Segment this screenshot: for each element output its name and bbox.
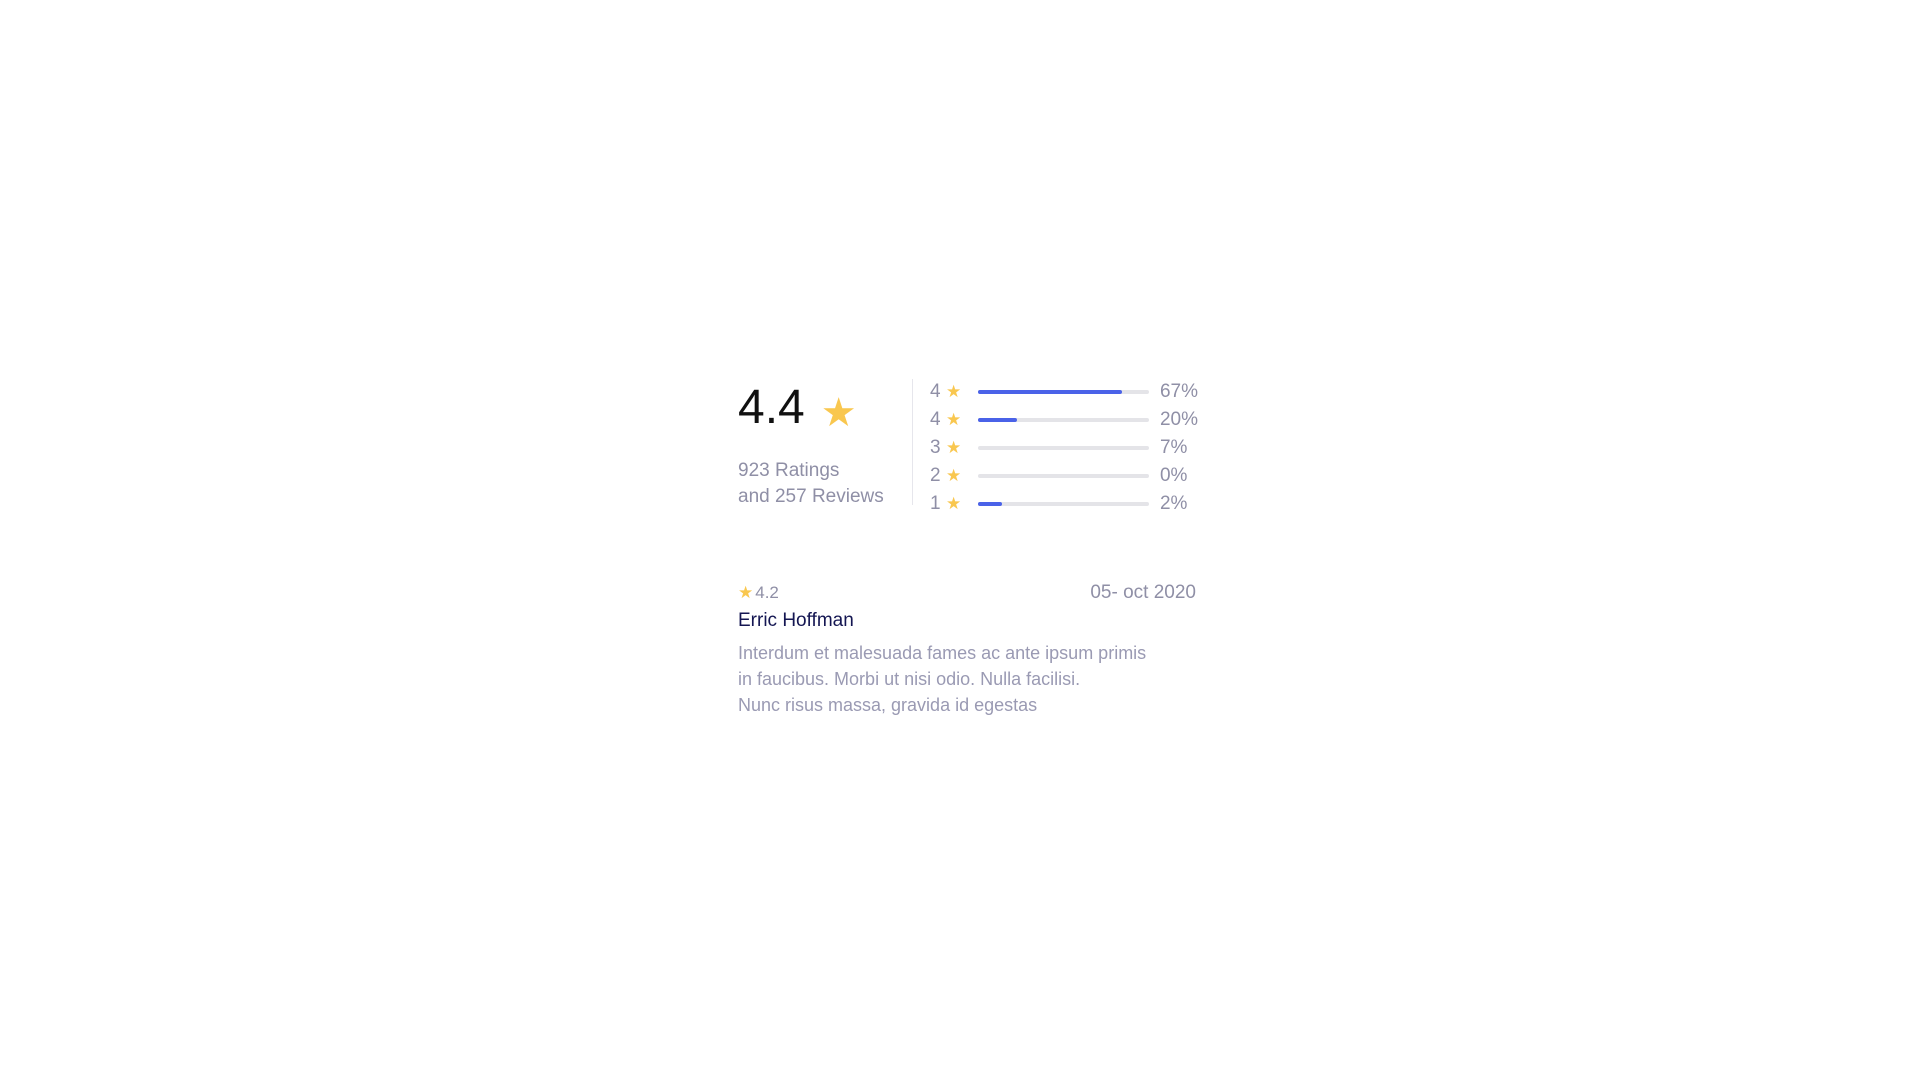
star-icon: ★ — [945, 410, 962, 429]
review-text: Interdum et malesuada fames ac ante ipsu… — [738, 640, 1196, 718]
star-icon: ★ — [820, 391, 857, 435]
review-rating: ★ 4.2 — [738, 583, 779, 603]
percent-label: 67% — [1159, 381, 1198, 402]
rating-widget: 4.4 ★ 923 Ratings and 257 Reviews 4 ★ 67… — [738, 376, 1198, 718]
star-level: 4 — [929, 409, 941, 430]
distribution-row: 1 ★ 2% — [930, 490, 1198, 518]
progress-track — [977, 502, 1149, 506]
review-rating-value: 4.2 — [755, 583, 779, 602]
review-header: ★ 4.2 05- oct 2020 — [738, 582, 1196, 604]
review-text-line: in faucibus. Morbi ut nisi odio. Nulla f… — [738, 669, 1081, 689]
average-score-row: 4.4 ★ — [738, 376, 892, 440]
star-icon: ★ — [945, 494, 962, 513]
reviews-count: and 257 Reviews — [738, 486, 884, 507]
review-text-line: Nunc risus massa, gravida id egestas — [738, 695, 1038, 715]
star-icon: ★ — [945, 382, 962, 401]
average-score: 4.4 — [738, 381, 805, 434]
star-level: 4 — [929, 381, 941, 402]
reviewer-name: Erric Hoffman — [738, 610, 854, 631]
percent-label: 2% — [1159, 493, 1188, 514]
progress-track — [977, 390, 1149, 394]
distribution-row: 2 ★ 0% — [930, 462, 1198, 490]
distribution-row: 3 ★ 7% — [930, 434, 1198, 462]
progress-fill — [977, 390, 1122, 394]
progress-fill — [977, 418, 1018, 422]
percent-label: 0% — [1159, 465, 1188, 486]
review-date: 05- oct 2020 — [1090, 582, 1196, 603]
rating-summary: 4.4 ★ 923 Ratings and 257 Reviews 4 ★ 67… — [738, 376, 1198, 518]
star-icon: ★ — [738, 583, 754, 602]
star-icon: ★ — [945, 438, 962, 457]
progress-track — [977, 474, 1149, 478]
percent-label: 20% — [1159, 409, 1198, 430]
star-level: 2 — [929, 465, 941, 486]
progress-fill — [977, 502, 1002, 506]
progress-track — [977, 446, 1149, 450]
divider — [912, 379, 913, 505]
ratings-count: 923 Ratings — [738, 460, 840, 481]
star-level: 1 — [929, 493, 941, 514]
star-level: 3 — [929, 437, 941, 458]
rating-distribution: 4 ★ 67% 4 ★ 20% 3 ★ 7 — [930, 378, 1198, 518]
distribution-row: 4 ★ 20% — [930, 406, 1198, 434]
star-icon: ★ — [945, 466, 962, 485]
rating-counts: 923 Ratings and 257 Reviews — [738, 458, 892, 510]
distribution-row: 4 ★ 67% — [930, 378, 1198, 406]
review-card: ★ 4.2 05- oct 2020 Erric Hoffman Interdu… — [738, 582, 1196, 718]
review-text-line: Interdum et malesuada fames ac ante ipsu… — [738, 643, 1147, 663]
percent-label: 7% — [1159, 437, 1188, 458]
progress-track — [977, 418, 1149, 422]
score-column: 4.4 ★ 923 Ratings and 257 Reviews — [738, 376, 892, 510]
